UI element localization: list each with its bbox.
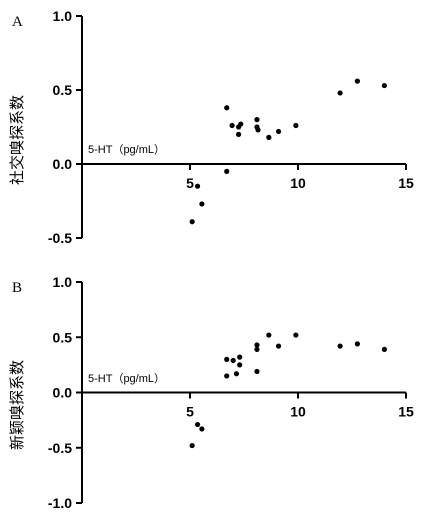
panel-label: B: [12, 280, 22, 296]
y-tick-label: -1.0: [48, 495, 72, 511]
y-tick-label: -0.5: [48, 440, 72, 456]
data-point: [293, 122, 299, 129]
data-point: [230, 357, 236, 364]
data-point: [337, 343, 343, 349]
y-tick-label: 1.0: [53, 274, 73, 290]
data-point: [236, 131, 242, 137]
data-point: [189, 219, 195, 225]
data-point: [233, 371, 240, 377]
data-point: [381, 346, 387, 353]
data-point: [238, 121, 244, 127]
x-axis-title: 5-HT（pg/mL）: [88, 372, 165, 385]
x-tick-label: 5: [186, 175, 194, 191]
data-point: [237, 362, 243, 368]
data-point: [189, 442, 195, 449]
x-tick-label: 15: [398, 404, 414, 420]
data-point: [194, 183, 201, 189]
data-point: [381, 82, 387, 89]
data-point: [254, 117, 260, 123]
data-point: [337, 90, 343, 96]
y-tick-label: 1.0: [53, 8, 73, 24]
y-tick-label: 0.5: [53, 82, 73, 98]
data-point: [354, 341, 360, 347]
data-point: [224, 168, 230, 174]
x-axis-title: 5-HT（pg/mL）: [88, 143, 165, 156]
y-axis-title: 社交嗅探系数: [8, 95, 26, 185]
data-point: [254, 346, 260, 353]
panel-a: A 社交嗅探系数 1.0 0.5 0.0 -0.5 5 10 15 5-HT（pg/mL）: [8, 8, 414, 246]
data-point: [275, 343, 282, 349]
y-tick-label: -0.5: [48, 230, 72, 246]
data-point: [354, 78, 360, 84]
data-point: [275, 128, 282, 135]
data-point: [229, 122, 235, 129]
data-point: [199, 201, 205, 207]
y-tick-label: 0.0: [53, 385, 73, 401]
y-axis-title: 新颖嗅探系数: [8, 360, 26, 450]
data-point: [266, 332, 272, 338]
panel-b: B 新颖嗅探系数 1.0 0.5 0.0 -0.5 -1.0 5 10 15 5-HT（pg/mL）: [8, 274, 414, 511]
data-point: [199, 426, 205, 432]
data-point: [255, 127, 261, 133]
x-tick-label: 10: [290, 175, 306, 191]
data-point: [194, 421, 201, 428]
y-tick-label: 0.5: [53, 329, 73, 345]
data-point: [254, 368, 260, 375]
x-tick-label: 5: [186, 404, 194, 420]
data-point: [237, 354, 243, 360]
data-point: [224, 105, 230, 111]
data-point: [293, 332, 299, 338]
x-tick-label: 15: [398, 175, 414, 191]
data-point: [224, 356, 230, 362]
data-point: [254, 342, 260, 348]
y-tick-label: 0.0: [53, 156, 73, 172]
panel-label: A: [12, 14, 23, 30]
data-point: [266, 134, 272, 140]
data-point: [224, 373, 230, 379]
x-tick-label: 10: [290, 404, 306, 420]
